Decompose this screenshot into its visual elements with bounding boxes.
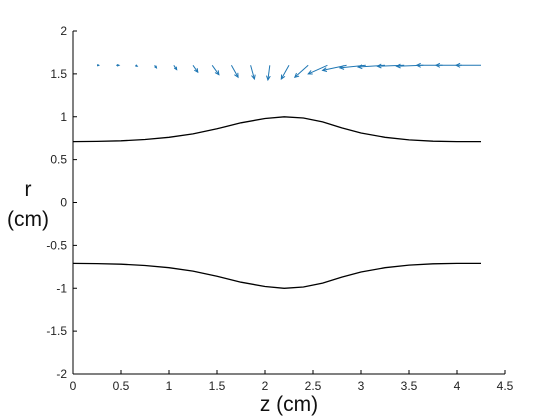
vector-arrow xyxy=(154,65,158,69)
x-axis-title: z (cm) xyxy=(260,393,318,416)
vector-arrow xyxy=(266,65,271,82)
x-tick-label: 1 xyxy=(166,379,173,393)
y-axis-title-line2: (cm) xyxy=(7,208,49,231)
vector-arrow xyxy=(395,63,424,69)
vector-arrow xyxy=(307,64,328,75)
x-tick-label: 2.5 xyxy=(305,379,322,393)
vector-arrow xyxy=(211,65,220,76)
x-tick-label: 0 xyxy=(70,379,77,393)
y-tick-labels: -2 -1.5 -1 -0.5 0 0.5 1 1.5 2 xyxy=(46,24,67,381)
x-tick-label: 0.5 xyxy=(113,379,130,393)
x-tick-label: 1.5 xyxy=(209,379,226,393)
vector-arrow xyxy=(280,65,290,81)
vector-arrow xyxy=(192,65,199,74)
vector-arrow xyxy=(293,64,309,79)
upper-boundary-curve xyxy=(72,116,481,143)
x-tick-labels: 0 0.5 1 1.5 2 2.5 3 3.5 4 4.5 xyxy=(70,379,514,393)
y-tick-label: 1.5 xyxy=(50,67,67,81)
x-tick-label: 3 xyxy=(358,379,365,393)
y-tick-label: -1.5 xyxy=(46,324,67,338)
vector-arrow xyxy=(116,63,121,67)
vector-arrow xyxy=(376,63,405,69)
y-tick-label: -0.5 xyxy=(46,238,67,252)
y-tick-label: -1 xyxy=(56,281,67,295)
x-tick-label: 4.5 xyxy=(497,379,514,393)
lower-boundary-curve xyxy=(72,262,481,289)
vector-arrow xyxy=(135,64,139,67)
x-tick-label: 4 xyxy=(454,379,461,393)
vector-arrow xyxy=(173,65,178,71)
x-tick-label: 2 xyxy=(262,379,269,393)
y-tick-label: 1 xyxy=(60,110,67,124)
vector-arrow xyxy=(454,62,481,68)
vector-arrow xyxy=(356,64,386,70)
vector-field xyxy=(97,62,481,82)
axes xyxy=(72,30,506,375)
y-tick-label: 2 xyxy=(60,24,67,38)
y-axis-title-line1: r xyxy=(25,178,32,201)
y-tick-label: 0 xyxy=(60,196,67,210)
vector-arrow xyxy=(250,65,256,81)
vector-arrow xyxy=(97,64,101,67)
boundary-curves xyxy=(72,116,481,289)
y-tick-label: 0.5 xyxy=(50,153,67,167)
x-tick-label: 3.5 xyxy=(401,379,418,393)
vector-arrow xyxy=(230,65,239,79)
y-tick-label: -2 xyxy=(56,367,67,381)
vector-arrow xyxy=(338,64,366,70)
